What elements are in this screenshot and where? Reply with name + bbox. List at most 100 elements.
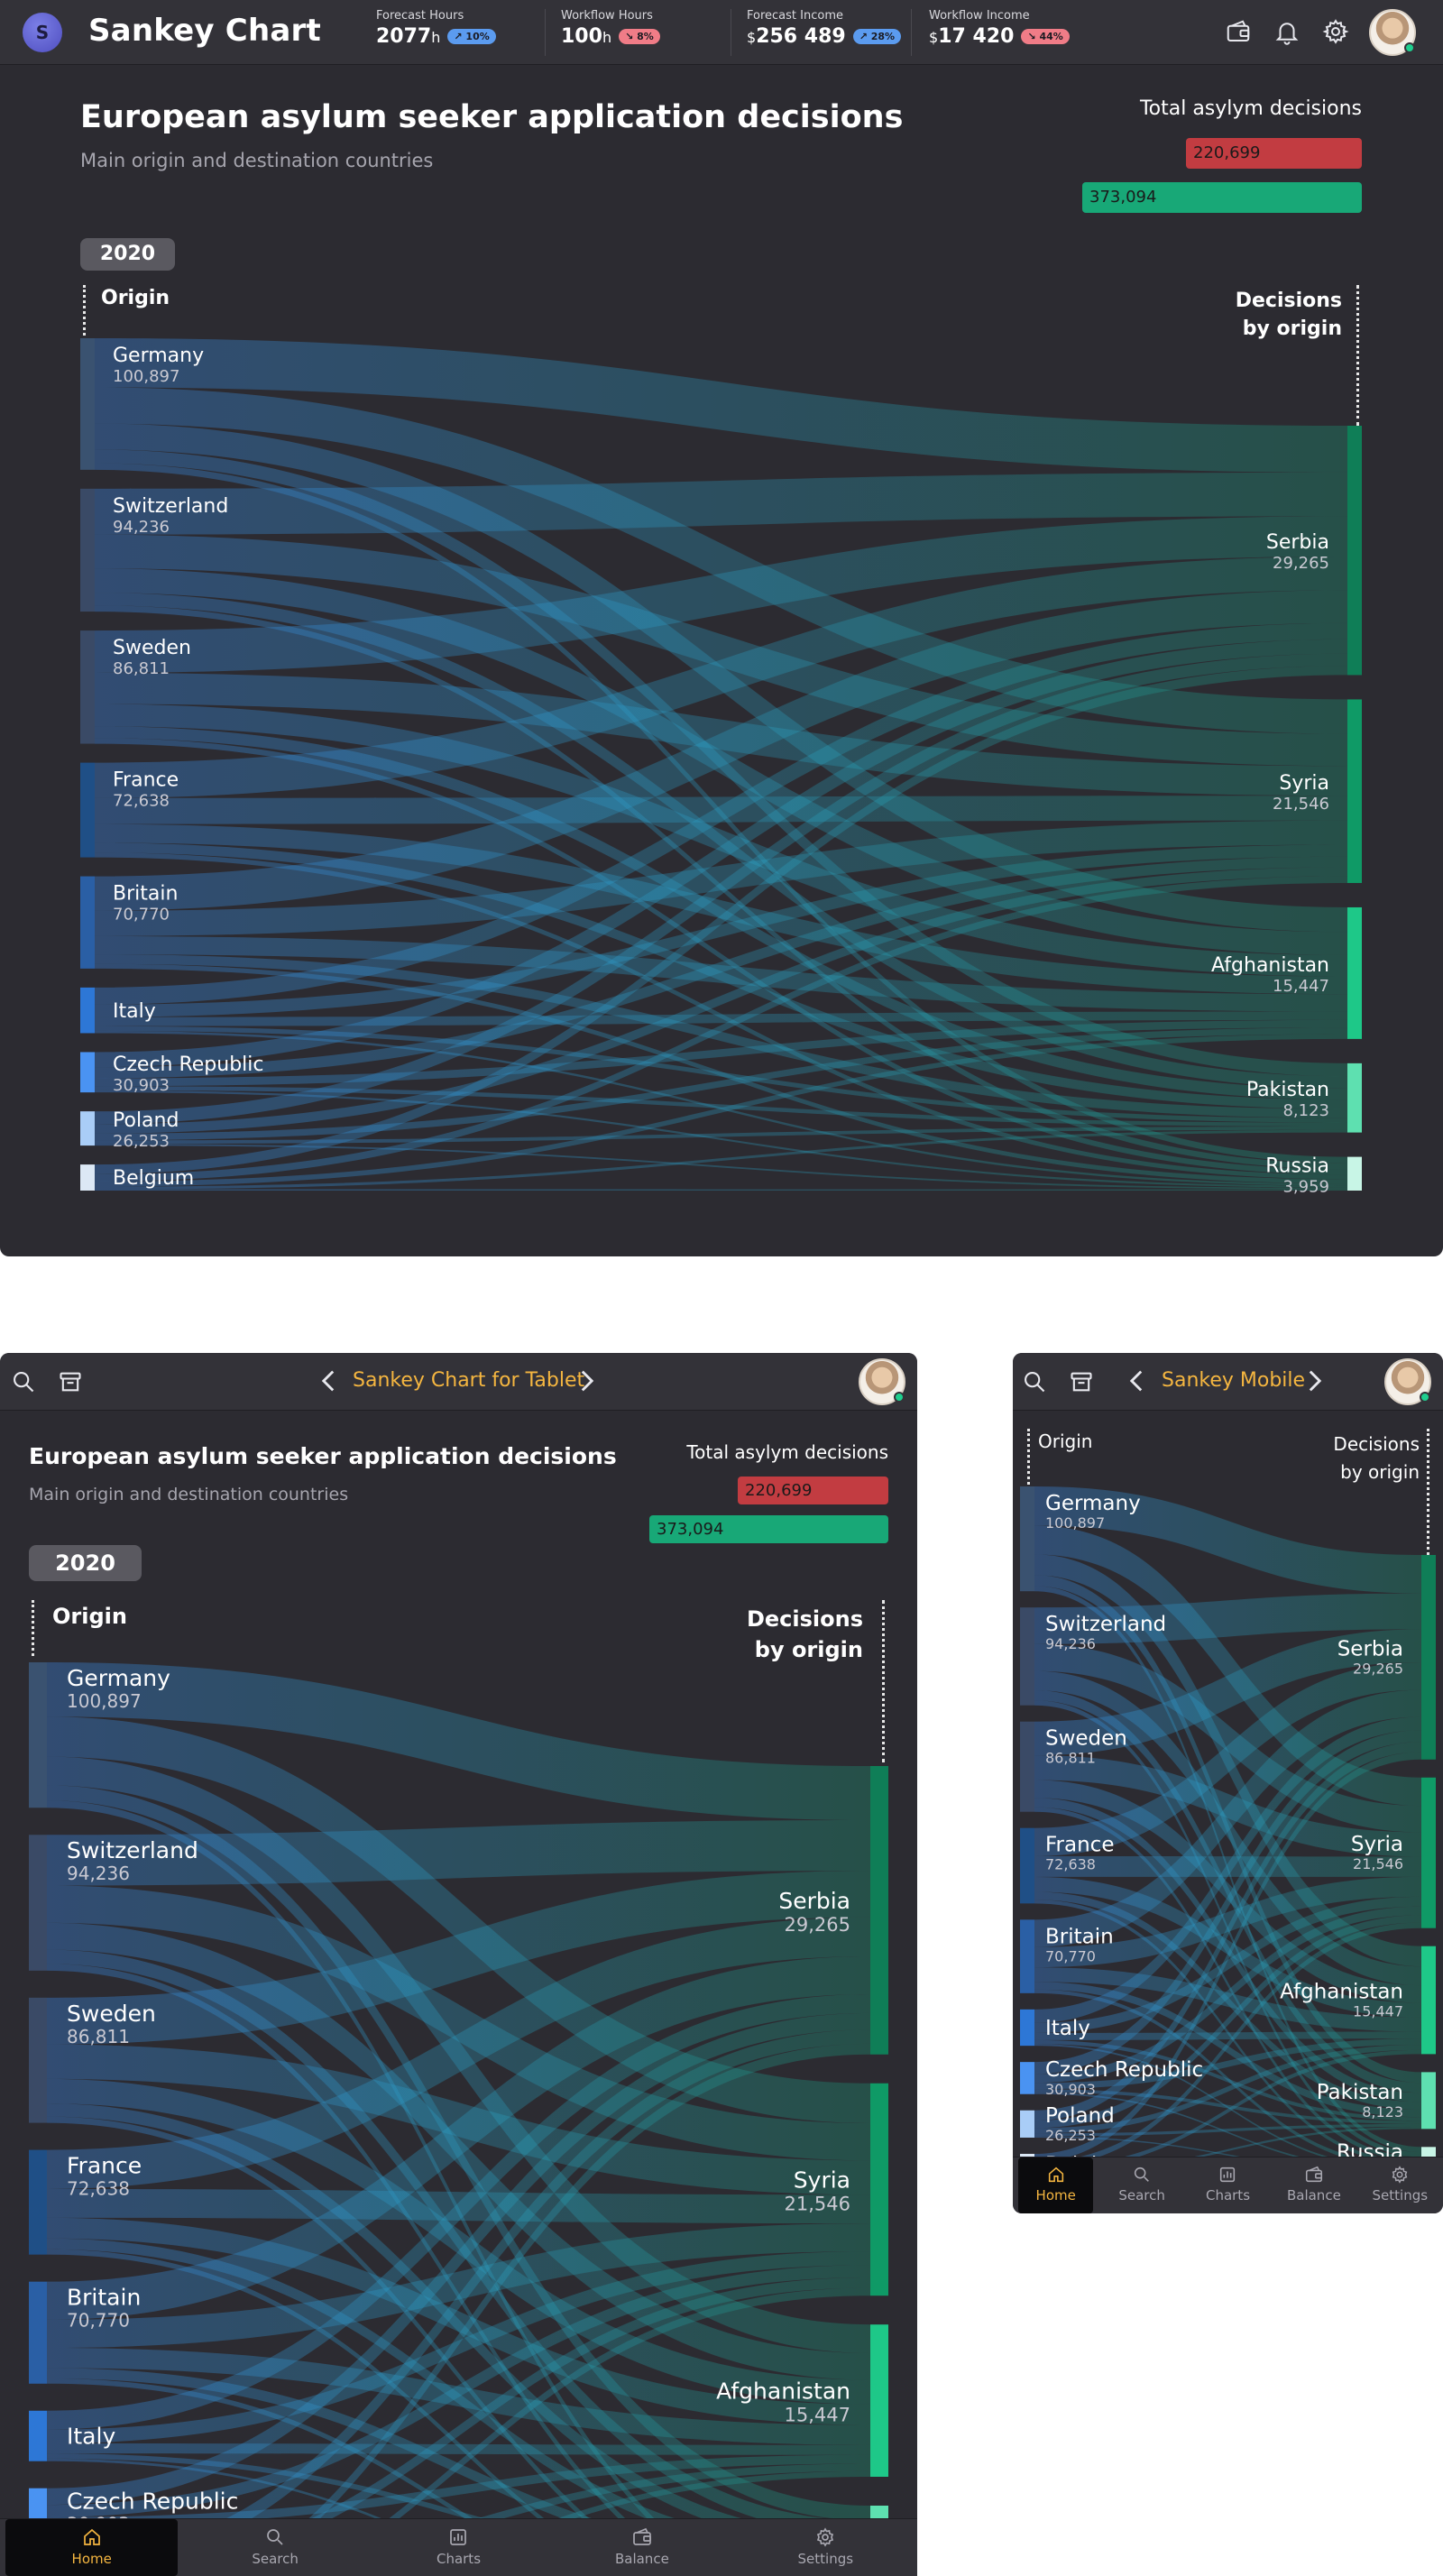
sankey-link-britain-serbia[interactable] bbox=[95, 590, 1347, 911]
sankey-link-czech-republic-russia[interactable] bbox=[1034, 2092, 1421, 2173]
sankey-link-italy-pakistan[interactable] bbox=[1034, 2039, 1421, 2121]
sankey-link-germany-syria[interactable] bbox=[47, 1716, 870, 2123]
bell-icon[interactable] bbox=[1273, 18, 1301, 45]
avatar[interactable] bbox=[1369, 9, 1416, 56]
gear-icon[interactable] bbox=[1322, 18, 1349, 45]
chevron-right-icon[interactable] bbox=[1307, 1369, 1323, 1393]
sankey-link-belgium-syria[interactable] bbox=[95, 876, 1347, 1182]
sankey-link-italy-serbia[interactable] bbox=[1034, 1716, 1421, 2023]
sankey-link-sweden-russia[interactable] bbox=[95, 738, 1347, 1175]
avatar[interactable] bbox=[1384, 1358, 1431, 1405]
nav-item-search[interactable]: Search bbox=[1104, 2157, 1179, 2213]
sankey-link-france-serbia[interactable] bbox=[47, 1917, 870, 2189]
sankey-link-switzerland-serbia[interactable] bbox=[47, 1820, 870, 1886]
sankey-link-sweden-serbia[interactable] bbox=[95, 516, 1347, 673]
sankey-link-britain-pakistan[interactable] bbox=[95, 954, 1347, 1118]
sankey-link-czech-republic-russia[interactable] bbox=[95, 1090, 1347, 1188]
source-node-italy[interactable]: Italy bbox=[80, 987, 156, 1034]
sankey-link-czech-republic-afghanistan[interactable] bbox=[1034, 2038, 1421, 2090]
year-chip[interactable]: 2020 bbox=[80, 238, 175, 271]
sankey-link-czech-republic-pakistan[interactable] bbox=[95, 1086, 1347, 1127]
nav-item-home[interactable]: Home bbox=[5, 2519, 179, 2576]
sankey-link-sweden-serbia[interactable] bbox=[1034, 1629, 1421, 1756]
nav-item-settings[interactable]: Settings bbox=[740, 2519, 912, 2576]
sankey-link-belgium-serbia[interactable] bbox=[1034, 1752, 1421, 2162]
source-node-belgium[interactable]: Belgium bbox=[80, 1164, 194, 1191]
sankey-link-germany-serbia[interactable] bbox=[47, 1662, 870, 1821]
chevron-left-icon[interactable] bbox=[1128, 1369, 1144, 1393]
sankey-link-france-afghanistan[interactable] bbox=[95, 823, 1347, 995]
search-icon[interactable] bbox=[1022, 1369, 1047, 1394]
wallet-icon[interactable] bbox=[1225, 18, 1252, 45]
sankey-link-belgium-afghanistan[interactable] bbox=[1034, 2049, 1421, 2172]
sankey-link-sweden-russia[interactable] bbox=[1034, 1807, 1421, 2162]
sankey-link-britain-syria[interactable] bbox=[1034, 1876, 1421, 1968]
sankey-link-belgium-syria[interactable] bbox=[1034, 1922, 1421, 2167]
sankey-link-czech-republic-syria[interactable] bbox=[1034, 1906, 1421, 2084]
sankey-link-belgium-russia[interactable] bbox=[95, 1189, 1347, 1191]
sankey-link-czech-republic-pakistan[interactable] bbox=[1034, 2089, 1421, 2124]
sankey-link-italy-syria[interactable] bbox=[47, 2251, 870, 2444]
sankey-link-belgium-pakistan[interactable] bbox=[1034, 2126, 1421, 2174]
sankey-link-italy-afghanistan[interactable] bbox=[1034, 2031, 1421, 2040]
sankey-link-switzerland-syria[interactable] bbox=[95, 534, 1347, 767]
sankey-link-sweden-afghanistan[interactable] bbox=[47, 2078, 870, 2405]
sankey-link-poland-syria[interactable] bbox=[1034, 1915, 1421, 2129]
sankey-link-france-serbia[interactable] bbox=[1034, 1661, 1421, 1856]
nav-item-search[interactable]: Search bbox=[188, 2519, 361, 2576]
sankey-link-poland-russia[interactable] bbox=[1034, 2136, 1421, 2174]
chevron-left-icon[interactable] bbox=[320, 1369, 336, 1393]
sankey-link-belgium-serbia[interactable] bbox=[95, 666, 1347, 1174]
sankey-link-switzerland-syria[interactable] bbox=[47, 1885, 870, 2161]
sankey-link-czech-republic-syria[interactable] bbox=[47, 2265, 870, 2517]
sankey-link-poland-serbia[interactable] bbox=[47, 2029, 870, 2574]
sankey-link-czech-republic-afghanistan[interactable] bbox=[95, 1019, 1347, 1087]
archive-icon[interactable] bbox=[58, 1369, 83, 1394]
sankey-link-czech-republic-serbia[interactable] bbox=[1034, 1730, 1421, 2075]
sankey-link-italy-pakistan[interactable] bbox=[47, 2453, 870, 2575]
nav-item-charts[interactable]: Charts bbox=[372, 2519, 545, 2576]
sankey-link-germany-serbia[interactable] bbox=[95, 338, 1347, 473]
sankey-link-poland-syria[interactable] bbox=[47, 2277, 870, 2576]
sankey-link-poland-afghanistan[interactable] bbox=[95, 1027, 1347, 1141]
sankey-link-czech-republic-syria[interactable] bbox=[95, 856, 1347, 1079]
avatar[interactable] bbox=[859, 1358, 905, 1405]
chevron-right-icon[interactable] bbox=[579, 1369, 595, 1393]
nav-item-balance[interactable]: Balance bbox=[1276, 2157, 1351, 2213]
sankey-link-britain-syria[interactable] bbox=[47, 2223, 870, 2349]
sankey-link-poland-serbia[interactable] bbox=[95, 653, 1347, 1125]
sankey-link-czech-republic-serbia[interactable] bbox=[95, 639, 1347, 1068]
sankey-link-italy-pakistan[interactable] bbox=[95, 1026, 1347, 1123]
sankey-link-poland-afghanistan[interactable] bbox=[1034, 2045, 1421, 2134]
nav-item-settings[interactable]: Settings bbox=[1363, 2157, 1438, 2213]
sankey-link-switzerland-serbia[interactable] bbox=[1034, 1593, 1421, 1644]
sankey-link-poland-russia[interactable] bbox=[95, 1144, 1347, 1190]
sankey-link-switzerland-syria[interactable] bbox=[1034, 1643, 1421, 1833]
search-icon[interactable] bbox=[11, 1369, 36, 1394]
nav-item-charts[interactable]: Charts bbox=[1190, 2157, 1265, 2213]
sankey-link-sweden-afghanistan[interactable] bbox=[1034, 1780, 1421, 2003]
sankey-link-switzerland-serbia[interactable] bbox=[95, 472, 1347, 535]
sankey-link-sweden-afghanistan[interactable] bbox=[95, 704, 1347, 977]
